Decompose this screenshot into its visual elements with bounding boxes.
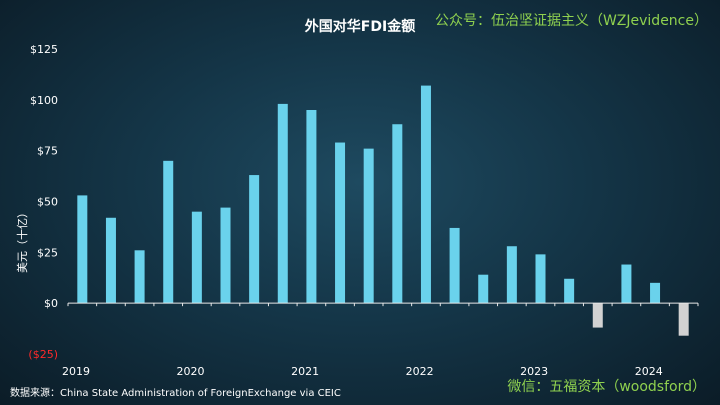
bar-2021Q3 xyxy=(363,148,374,304)
chart-title: 外国对华FDI金额 xyxy=(304,19,416,35)
y-tick-label: $50 xyxy=(37,196,58,209)
bar-2020Q1 xyxy=(191,211,202,304)
bar-2023Q1 xyxy=(535,254,546,304)
bar-2019Q2 xyxy=(105,217,116,304)
y-tick-label: $100 xyxy=(30,94,58,107)
bar-2024Q1 xyxy=(650,282,661,304)
x-tick-label-2020: 2020 xyxy=(177,365,205,378)
x-tick-label-2022: 2022 xyxy=(406,365,434,378)
x-tick-label-2021: 2021 xyxy=(291,365,319,378)
bar-2022Q1 xyxy=(420,85,431,304)
watermark-bottom: 微信：五福资本（woodsford） xyxy=(507,379,706,395)
source-note: 数据来源：China State Administration of Forei… xyxy=(10,388,341,399)
bar-2019Q4 xyxy=(163,160,174,304)
bar-2022Q4 xyxy=(506,246,517,304)
bar-2020Q2 xyxy=(220,207,231,304)
x-tick-label-2023: 2023 xyxy=(520,365,548,378)
bar-2021Q1 xyxy=(306,110,317,304)
y-tick-label: $125 xyxy=(30,43,58,56)
bar-2022Q2 xyxy=(449,227,460,304)
bar-2023Q2 xyxy=(564,278,575,304)
watermark-top: 公众号：伍治坚证据主义（WZJevidence） xyxy=(434,13,708,29)
x-tick-label-2019: 2019 xyxy=(62,365,90,378)
x-tick-label-2024: 2024 xyxy=(635,365,663,378)
bar-2019Q1 xyxy=(77,195,88,304)
y-tick-label: ($25) xyxy=(28,348,58,361)
bar-2021Q4 xyxy=(392,124,403,304)
bar-2022Q3 xyxy=(478,274,489,304)
bar-2021Q2 xyxy=(335,142,346,304)
bar-2020Q4 xyxy=(277,103,288,304)
bar-2023Q4 xyxy=(621,264,632,304)
y-tick-label: $75 xyxy=(37,145,58,158)
bar-2019Q3 xyxy=(134,250,145,304)
y-tick-label: $0 xyxy=(44,297,58,310)
bar-2024Q2 xyxy=(678,303,689,336)
bar-2023Q3 xyxy=(592,303,603,328)
bar-2020Q3 xyxy=(249,175,260,304)
y-tick-label: $25 xyxy=(37,246,58,259)
